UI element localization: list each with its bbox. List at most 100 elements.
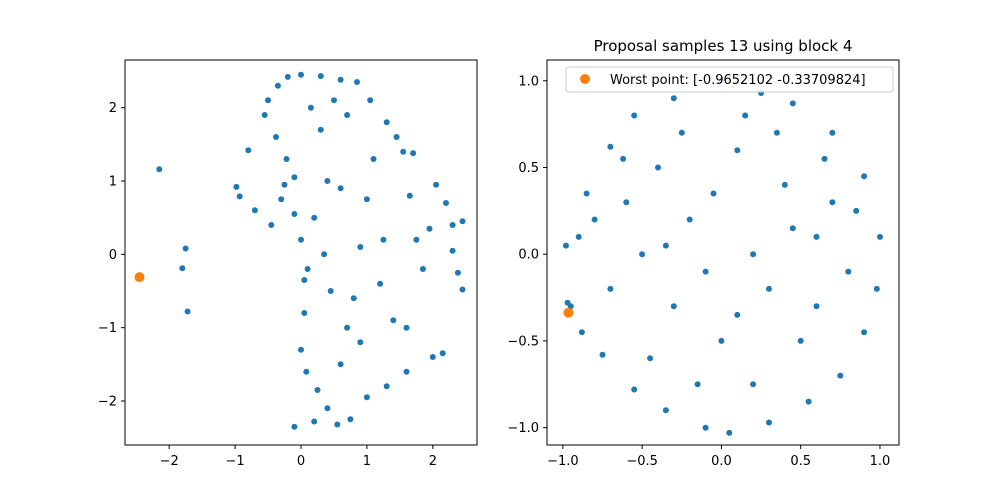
sample-point-0-68 xyxy=(350,295,357,302)
sample-point-1-52 xyxy=(710,190,717,197)
sample-point-1-19 xyxy=(726,429,733,436)
sample-point-0-43 xyxy=(273,134,279,140)
sample-point-1-48 xyxy=(620,155,627,162)
sample-point-1-4 xyxy=(583,190,590,197)
sample-point-0-12 xyxy=(291,423,298,430)
right-plot-marks xyxy=(563,77,883,436)
sample-point-1-2 xyxy=(563,242,569,249)
sample-point-0-19 xyxy=(403,368,410,375)
sample-point-0-10 xyxy=(291,211,298,217)
x-tick-label: 1.0 xyxy=(870,454,891,469)
sample-point-1-43 xyxy=(647,355,654,362)
x-tick-label: −1.0 xyxy=(547,454,579,469)
sample-point-1-30 xyxy=(813,233,820,240)
sample-point-0-16 xyxy=(347,416,354,423)
sample-point-0-3 xyxy=(184,308,191,315)
sample-point-0-63 xyxy=(324,178,331,184)
sample-point-0-18 xyxy=(383,383,390,390)
right-plot-legend: Worst point: [-0.9652102 -0.33709824] xyxy=(565,66,894,93)
sample-point-1-22 xyxy=(631,386,638,393)
sample-point-0-22 xyxy=(459,218,466,225)
sample-point-0-8 xyxy=(268,222,275,228)
sample-point-0-47 xyxy=(304,266,311,272)
sample-point-0-15 xyxy=(324,405,331,412)
sample-point-0-23 xyxy=(459,286,466,293)
sample-point-1-49 xyxy=(853,207,860,214)
sample-point-0-32 xyxy=(393,134,400,140)
sample-point-1-20 xyxy=(702,424,709,431)
sample-point-1-5 xyxy=(607,143,614,150)
sample-point-0-26 xyxy=(449,247,456,254)
sample-point-1-12 xyxy=(861,173,868,180)
x-tick-label: 0.0 xyxy=(711,454,732,469)
sample-point-1-32 xyxy=(718,337,725,344)
sample-point-0-72 xyxy=(281,181,288,188)
sample-point-1-53 xyxy=(821,155,828,162)
sample-point-0-9 xyxy=(278,196,285,203)
sample-point-0-54 xyxy=(377,280,384,287)
sample-point-1-25 xyxy=(623,199,630,206)
sample-point-1-28 xyxy=(734,147,741,154)
sample-point-1-33 xyxy=(670,303,677,310)
sample-point-1-54 xyxy=(662,242,669,249)
y-tick-label: 1 xyxy=(109,175,117,190)
sample-point-0-6 xyxy=(245,147,252,154)
sample-point-0-7 xyxy=(251,207,258,214)
sample-point-1-50 xyxy=(591,216,598,223)
sample-point-0-14 xyxy=(334,421,341,428)
sample-point-1-42 xyxy=(845,268,852,275)
right-plot-title: Proposal samples 13 using block 4 xyxy=(594,37,853,55)
sample-point-0-58 xyxy=(403,324,410,331)
sample-point-1-26 xyxy=(655,164,661,171)
sample-point-1-23 xyxy=(599,351,606,358)
sample-point-1-10 xyxy=(789,100,796,107)
x-tick-label: 1 xyxy=(363,454,371,469)
sample-point-1-21 xyxy=(662,407,669,414)
sample-point-0-0 xyxy=(156,166,163,173)
sample-point-0-35 xyxy=(354,79,360,85)
sample-point-0-28 xyxy=(433,181,440,188)
sample-point-0-65 xyxy=(327,288,334,294)
left-plot-ticks: −2 −1 0 1 2 −2 −1 0 1 2 xyxy=(98,101,437,469)
legend-marker xyxy=(580,74,590,84)
sample-point-1-29 xyxy=(781,181,788,188)
sample-point-0-36 xyxy=(337,76,344,83)
sample-point-0-45 xyxy=(291,174,298,181)
sample-point-1-41 xyxy=(742,112,749,119)
sample-point-0-59 xyxy=(413,236,420,243)
sample-point-0-56 xyxy=(337,361,344,368)
sample-point-0-73 xyxy=(344,324,351,331)
x-tick-label: −2 xyxy=(160,454,179,469)
sample-point-0-67 xyxy=(337,185,344,192)
sample-point-0-1 xyxy=(182,245,189,252)
sample-point-0-44 xyxy=(283,156,290,162)
right-plot-frame xyxy=(546,59,900,446)
sample-point-0-49 xyxy=(298,346,304,353)
y-tick-label: −1 xyxy=(98,321,117,336)
sample-point-0-38 xyxy=(298,71,304,78)
y-tick-label: −0.5 xyxy=(507,334,539,349)
sample-point-0-5 xyxy=(236,193,243,200)
sample-point-0-60 xyxy=(419,266,426,272)
sample-point-1-27 xyxy=(686,216,693,223)
worst-point-1-0 xyxy=(563,307,574,318)
sample-point-1-38 xyxy=(829,199,836,206)
sample-point-0-61 xyxy=(406,192,413,199)
sample-point-0-31 xyxy=(410,150,417,157)
sample-point-1-45 xyxy=(813,303,820,310)
sample-point-0-64 xyxy=(311,214,318,221)
y-tick-label: 0.5 xyxy=(518,161,539,176)
sample-point-1-31 xyxy=(766,285,772,292)
sample-point-0-13 xyxy=(311,418,318,425)
sample-point-0-52 xyxy=(363,196,370,203)
sample-point-1-3 xyxy=(575,233,582,240)
sample-point-0-37 xyxy=(317,73,324,80)
y-tick-label: 0.0 xyxy=(518,248,539,263)
sample-point-1-24 xyxy=(578,329,585,336)
sample-point-0-55 xyxy=(390,317,397,324)
sample-point-0-74 xyxy=(321,251,328,258)
sample-point-0-51 xyxy=(314,387,321,393)
left-plot-marks xyxy=(134,71,466,430)
sample-point-0-40 xyxy=(274,82,281,89)
